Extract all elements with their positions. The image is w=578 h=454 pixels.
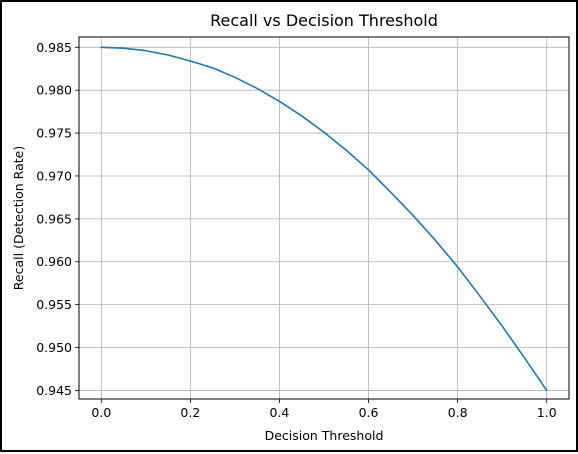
y-tick-label: 0.960	[36, 254, 72, 269]
series-layer	[100, 46, 548, 392]
x-tick-label: 0.0	[91, 405, 111, 420]
x-tick-label: 1.0	[537, 405, 557, 420]
grid	[79, 37, 569, 399]
x-axis-label: Decision Threshold	[265, 428, 384, 443]
y-axis-label: Recall (Detection Rate)	[11, 146, 26, 290]
x-tick-label: 0.8	[448, 405, 468, 420]
y-tick-label: 0.965	[36, 211, 72, 226]
chart-title: Recall vs Decision Threshold	[210, 11, 438, 30]
y-tick-label: 0.985	[36, 40, 72, 55]
recall-series-line	[100, 46, 548, 392]
y-tick-label: 0.955	[36, 297, 72, 312]
y-tick-label: 0.950	[36, 340, 72, 355]
ticks: 0.0 0.2 0.4 0.6 0.8 1.0 0.945 0.950 0.955 0.960 0.…	[36, 40, 557, 420]
x-tick-label: 0.4	[270, 405, 290, 420]
y-tick-label: 0.970	[36, 168, 72, 183]
x-tick-label: 0.2	[180, 405, 200, 420]
y-tick-label: 0.975	[36, 126, 72, 141]
x-tick-label: 0.6	[359, 405, 379, 420]
y-tick-label: 0.980	[36, 83, 72, 98]
y-tick-label: 0.945	[36, 383, 72, 398]
plot-area-border	[78, 36, 570, 400]
